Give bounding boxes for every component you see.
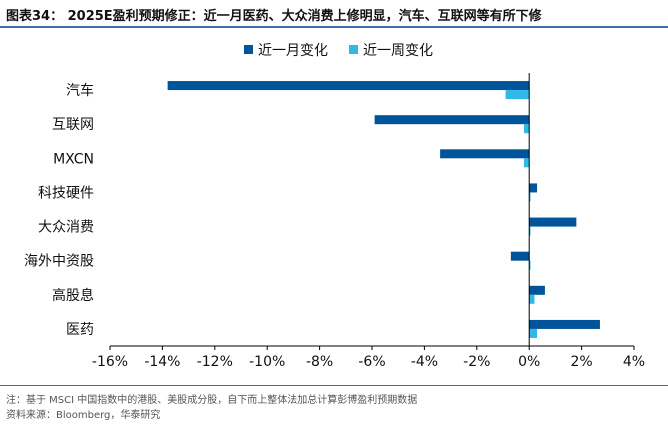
month-bar-4 [529,183,538,193]
x-tick-label-7: -4% [411,354,438,370]
category-label-6: 海外中资股 [24,254,94,270]
week-bar-2 [523,124,530,134]
week-bar-1 [505,90,530,100]
x-tick-label-2: -14% [144,354,180,370]
month-bar-2 [374,115,530,125]
legend-swatch-2 [349,45,358,54]
week-bar-3 [523,158,530,168]
x-tick-label-3: -12% [197,354,233,370]
x-tick-label-5: -8% [306,354,333,370]
month-bar-8 [529,319,600,329]
category-label-8: 医药 [66,322,94,338]
week-bar-4 [529,192,531,202]
month-bar-1 [167,81,530,91]
footnote: 注：基于 MSCI 中国指数中的港股、美股成分股，自下而上整体法加总计算彭博盈利… [6,395,418,406]
week-bar-6 [529,260,531,270]
x-tick-label-4: -10% [249,354,285,370]
x-tick-label-1: -16% [92,354,128,370]
category-label-7: 高股息 [52,287,94,304]
x-tick-label-8: -2% [463,354,490,370]
x-tick-label-6: -6% [358,354,385,370]
title-divider [0,26,668,28]
category-label-3: MXCN [53,151,94,167]
bars-group [167,81,600,338]
month-bar-3 [440,149,530,159]
legend: 近一月变化 近一周变化 [244,43,433,59]
x-axis: -16% -14% -12% -10% -8% -6% -4% -2% 0% 2% 4% [92,73,645,370]
footer-divider [0,385,668,386]
chart-title: 图表34： 2025E盈利预期修正：近一月医药、大众消费上修明显，汽车、互联网等… [6,9,542,24]
x-tick-label-9: 0% [518,354,540,370]
category-label-1: 汽车 [66,82,94,99]
x-tick-label-10: 2% [570,354,592,370]
category-label-2: 互联网 [52,117,94,133]
month-bar-5 [529,217,577,227]
legend-label-1: 近一月变化 [258,43,328,59]
week-bar-5 [529,226,531,236]
category-label-4: 科技硬件 [38,185,94,201]
x-tick-label-11: 4% [623,354,645,370]
category-label-5: 大众消费 [38,220,94,236]
week-bar-7 [529,294,535,304]
legend-label-2: 近一周变化 [363,43,433,59]
week-bar-8 [529,328,538,338]
month-bar-7 [529,285,545,295]
legend-swatch-1 [244,45,253,54]
month-bar-6 [510,251,530,261]
source-note: 资料来源：Bloomberg，华泰研究 [6,410,161,421]
